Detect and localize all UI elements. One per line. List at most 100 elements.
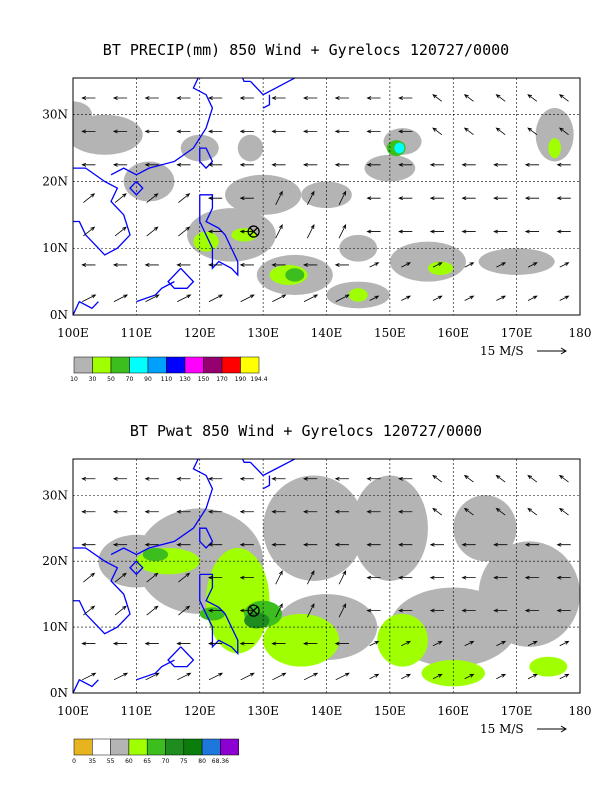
wind-arrow [144, 263, 159, 267]
wind-arrow [303, 641, 318, 646]
wind-arrow [239, 575, 254, 580]
gyre-location-marker [247, 604, 260, 617]
colorbar-swatch [147, 356, 167, 374]
wind-arrow [176, 263, 191, 267]
wind-arrow [401, 673, 412, 680]
wind-arrow [207, 575, 223, 580]
wind-arrow [461, 608, 476, 613]
wind-arrow [146, 605, 159, 616]
wind-arrow [335, 672, 350, 681]
wind-arrow [81, 476, 96, 481]
colorbar-label: 55 [107, 758, 115, 765]
colorbar-swatch [184, 356, 204, 374]
coastline [129, 560, 144, 576]
shaded-area [535, 108, 574, 162]
latitude-label: 30N [42, 488, 68, 502]
wind-arrow [464, 673, 475, 680]
wind-arrow [207, 542, 223, 547]
wind-arrow [463, 474, 474, 483]
wind-arrow [559, 673, 570, 680]
wind-arrow [303, 129, 318, 134]
wind-arrow [306, 190, 315, 205]
shaded-area [348, 288, 368, 302]
wind-arrow [398, 129, 413, 134]
wind-arrow [527, 673, 538, 680]
longitude-label: 170E [501, 326, 533, 340]
shaded-area [478, 541, 580, 647]
wind-vectors [81, 94, 571, 302]
wind-arrow [559, 640, 570, 647]
wind-arrow [272, 672, 287, 681]
longitude-label: 120E [184, 326, 216, 340]
wind-arrow [114, 226, 127, 237]
longitude-label: 130E [247, 326, 279, 340]
reference-vector-label: 15 M/S [480, 722, 524, 736]
coastline [167, 267, 195, 289]
latitude-label: 20N [42, 174, 68, 188]
shaded-area [73, 462, 89, 489]
shaded-area [377, 613, 428, 667]
longitude-label: 150E [374, 326, 406, 340]
coastline [136, 281, 175, 303]
wind-arrow [146, 572, 159, 583]
wind-arrow [303, 294, 319, 302]
colorbar-swatch [110, 356, 130, 374]
wind-arrow [401, 640, 412, 647]
wind-arrow [398, 96, 413, 100]
wind-arrow [429, 608, 445, 613]
wind-arrow [527, 295, 538, 301]
shaded-area [548, 138, 561, 159]
wind-arrow [432, 295, 443, 301]
colorbar-label: 70 [126, 376, 134, 383]
wind-arrow [239, 476, 254, 481]
wind-arrow [398, 162, 413, 167]
longitude-label: 110E [121, 704, 153, 718]
colorbar-label: 194.4 [250, 376, 267, 383]
longitude-label: 110E [121, 326, 153, 340]
wind-arrow [493, 196, 508, 201]
wind-arrow [369, 295, 380, 301]
coastlines [73, 78, 297, 315]
colorbar-swatch [165, 738, 185, 756]
colorbar-label: 170 [216, 376, 228, 383]
wind-arrow [461, 196, 476, 201]
wind-arrow [496, 262, 507, 268]
wind-arrow [558, 507, 569, 516]
colorbar: 0 35 55 60 65 70 75 80 68.36 [72, 738, 239, 765]
longitude-label: 180 [569, 326, 592, 340]
shaded-field [73, 101, 574, 309]
grid [73, 459, 580, 693]
wind-arrow [432, 640, 443, 647]
wind-arrow [83, 193, 96, 203]
wind-arrow [275, 570, 283, 585]
colorbar-swatch [73, 738, 93, 756]
wind-arrow [239, 162, 254, 167]
wind-arrow [493, 229, 508, 234]
shaded-area [394, 142, 405, 154]
coastline [110, 459, 214, 556]
longitude-label: 160E [437, 704, 469, 718]
grid [73, 78, 580, 315]
wind-arrow [207, 129, 223, 134]
wind-arrow [81, 162, 96, 167]
shaded-area [263, 475, 365, 581]
coastline [262, 475, 271, 490]
wind-arrow [239, 229, 254, 234]
wind-arrow [366, 196, 381, 201]
wind-arrow [366, 229, 381, 234]
wind-arrow [303, 672, 319, 681]
coastline [249, 459, 297, 477]
wind-arrow [81, 542, 96, 547]
wind-arrow [369, 640, 380, 647]
shaded-area [389, 241, 466, 282]
wind-arrow [303, 509, 318, 514]
wind-arrow [493, 575, 508, 580]
longitude-label: 120E [184, 704, 216, 718]
wind-arrow [398, 575, 413, 580]
colorbar-label: 50 [107, 376, 115, 383]
wind-arrow [239, 196, 254, 201]
wind-arrow [495, 474, 506, 483]
wind-arrow [207, 196, 223, 201]
reference-vector-arrow [537, 347, 567, 355]
wind-arrow [461, 229, 476, 234]
